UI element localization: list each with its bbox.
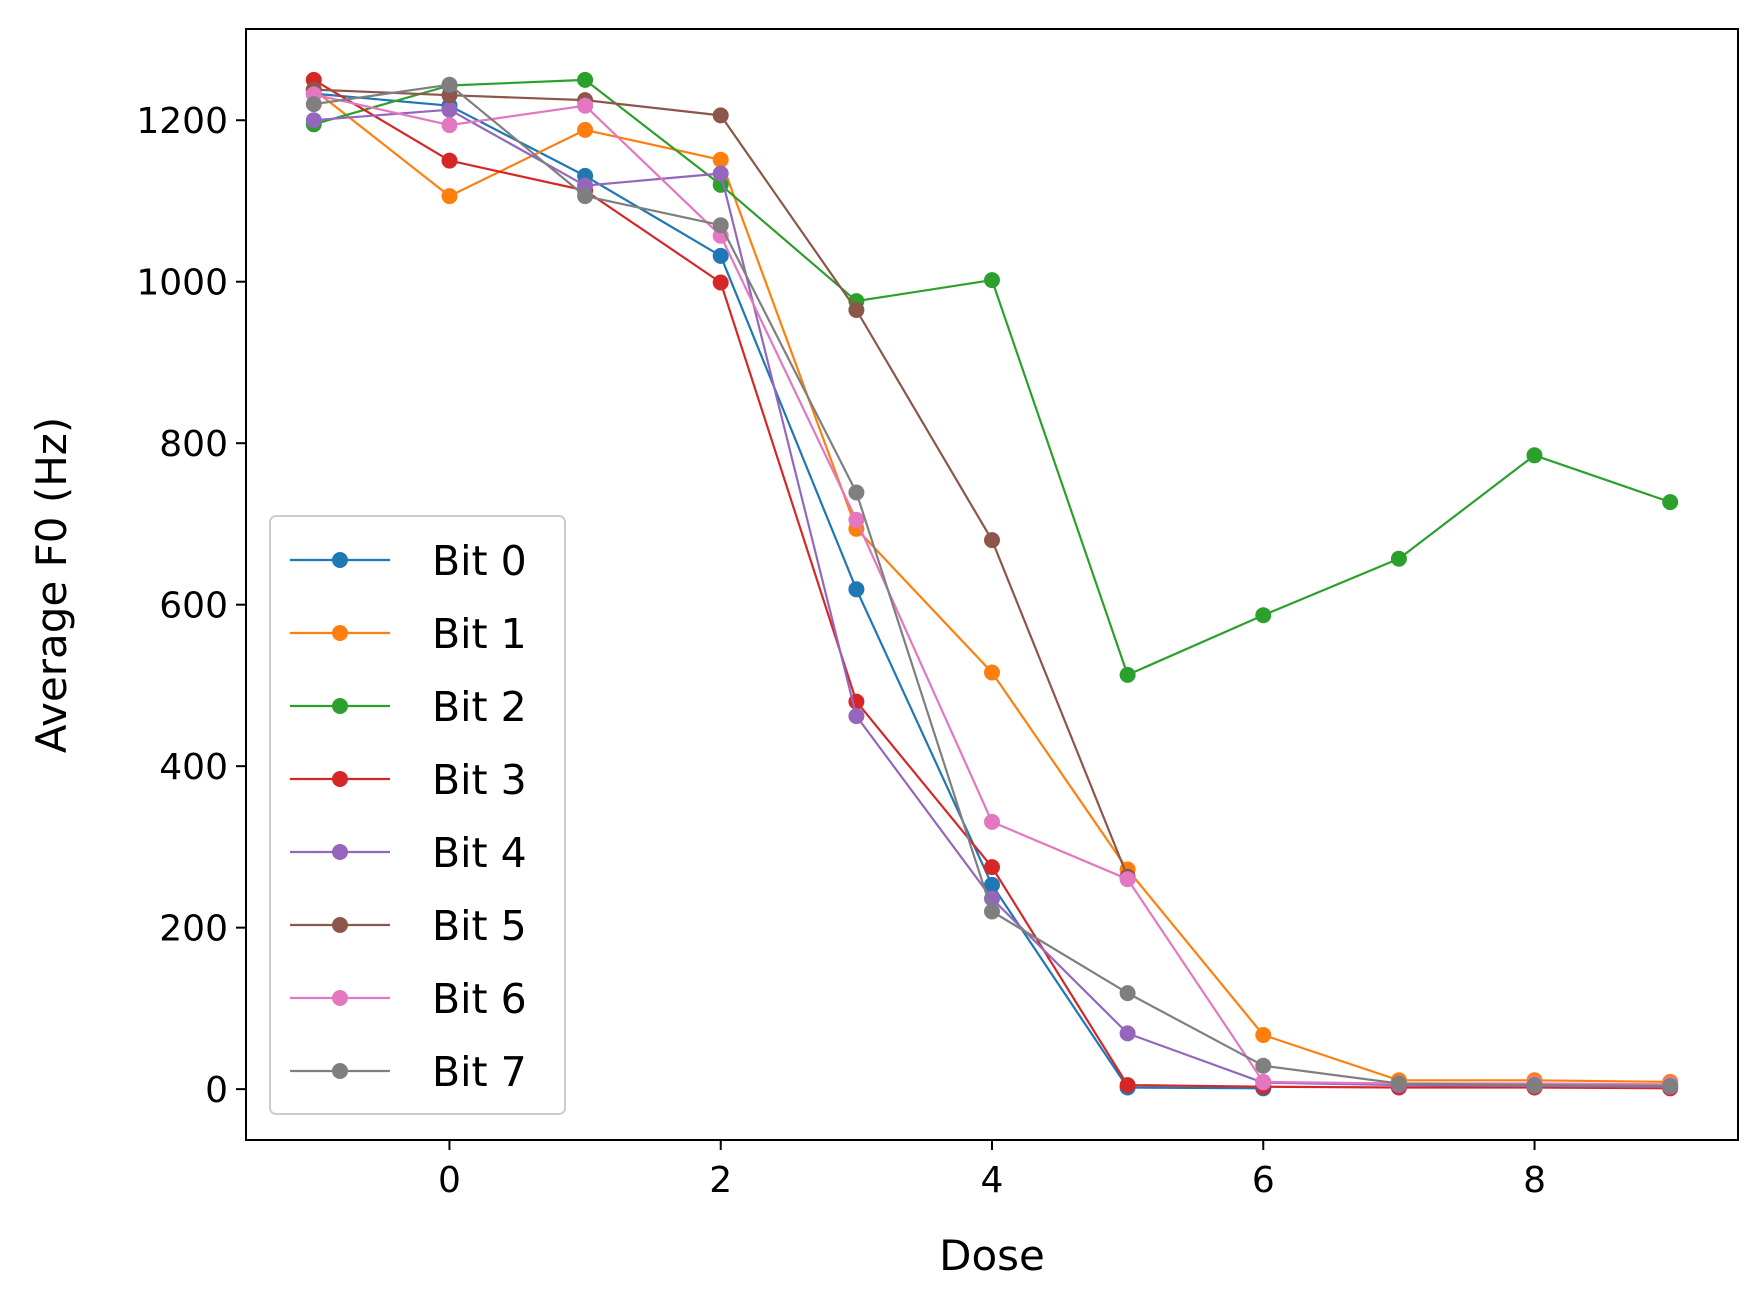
data-point — [1119, 985, 1136, 1002]
data-point — [577, 121, 594, 138]
legend-label: Bit 5 — [432, 902, 527, 950]
data-point — [984, 664, 1000, 681]
x-axis-ticks: 0 2 4 6 8 — [438, 1140, 1546, 1201]
series-7 — [305, 76, 1679, 1094]
data-point — [1119, 666, 1136, 683]
data-point — [577, 188, 594, 205]
legend-item: Bit 3 — [290, 756, 527, 804]
data-point — [848, 484, 865, 501]
data-point — [577, 71, 594, 88]
legend: Bit 0 Bit 1 Bit 2 Bit 3 Bit 4 Bit 5 Bit 6 Bit 7 — [269, 515, 566, 1115]
legend-item: Bit 2 — [290, 683, 527, 731]
data-point — [848, 708, 865, 725]
legend-label: Bit 3 — [432, 756, 527, 804]
y-tick-label: 800 — [159, 424, 228, 465]
data-point — [441, 76, 458, 93]
data-point — [1119, 1025, 1136, 1042]
x-tick-label: 0 — [438, 1160, 461, 1201]
data-point — [1390, 550, 1407, 567]
legend-item: Bit 0 — [290, 537, 527, 585]
data-point — [984, 272, 1000, 289]
legend-marker — [332, 698, 348, 714]
legend-marker — [332, 771, 348, 787]
legend-marker — [332, 625, 348, 641]
data-point — [1255, 1057, 1272, 1074]
legend-marker — [332, 844, 348, 860]
y-tick-label: 1000 — [136, 263, 228, 304]
data-point — [984, 859, 1000, 876]
data-point — [848, 581, 865, 598]
legend-marker — [332, 1063, 348, 1079]
data-point — [1255, 1027, 1272, 1043]
data-point — [984, 532, 1000, 549]
legend-item: Bit 5 — [290, 902, 527, 950]
data-point — [1255, 607, 1272, 624]
legend-label: Bit 6 — [432, 975, 527, 1023]
data-point — [1662, 1077, 1679, 1094]
data-point — [305, 96, 322, 113]
data-point — [984, 903, 1000, 920]
data-point — [712, 165, 729, 182]
legend-label: Bit 1 — [432, 610, 527, 658]
series-layer — [305, 71, 1679, 1097]
x-tick-label: 8 — [1523, 1160, 1546, 1201]
data-point — [712, 107, 729, 124]
data-point — [1662, 494, 1679, 511]
data-point — [712, 217, 729, 234]
y-tick-label: 0 — [205, 1070, 228, 1111]
data-point — [577, 97, 594, 114]
data-point — [441, 188, 458, 205]
legend-item: Bit 1 — [290, 610, 527, 658]
data-point — [441, 152, 458, 169]
data-point — [848, 302, 865, 318]
x-axis-label: Dose — [939, 1231, 1045, 1280]
data-point — [441, 101, 458, 118]
legend-marker — [332, 552, 348, 568]
y-tick-label: 200 — [159, 909, 228, 950]
y-tick-label: 600 — [159, 586, 228, 627]
legend-label: Bit 7 — [432, 1048, 527, 1096]
y-axis-ticks: 0 200 400 600 800 1000 1200 — [136, 101, 246, 1111]
data-point — [712, 151, 729, 168]
series-line — [313, 92, 1264, 1090]
data-point — [1119, 871, 1136, 888]
y-axis-label: Average F0 (Hz) — [27, 417, 76, 753]
legend-marker — [332, 917, 348, 933]
data-point — [441, 117, 458, 134]
legend-label: Bit 2 — [432, 683, 527, 731]
data-point — [1526, 447, 1543, 464]
data-point — [712, 274, 729, 291]
data-point — [984, 876, 1000, 893]
legend-item: Bit 7 — [290, 1048, 527, 1096]
y-tick-label: 400 — [159, 747, 228, 788]
legend-label: Bit 0 — [432, 537, 527, 585]
legend-marker — [332, 990, 348, 1006]
data-point — [1119, 1077, 1136, 1094]
legend-label: Bit 4 — [432, 829, 527, 877]
data-point — [305, 112, 322, 129]
legend-item: Bit 4 — [290, 829, 527, 877]
data-point — [1526, 1077, 1543, 1094]
data-point — [712, 247, 729, 264]
data-point — [984, 813, 1000, 830]
legend-item: Bit 6 — [290, 975, 527, 1023]
x-tick-label: 6 — [1252, 1160, 1275, 1201]
data-point — [1390, 1075, 1407, 1092]
x-tick-label: 2 — [709, 1160, 732, 1201]
data-point — [1255, 1073, 1272, 1090]
y-tick-label: 1200 — [136, 101, 228, 142]
data-point — [848, 511, 865, 528]
x-tick-label: 4 — [981, 1160, 1004, 1201]
legend-frame — [269, 515, 566, 1115]
